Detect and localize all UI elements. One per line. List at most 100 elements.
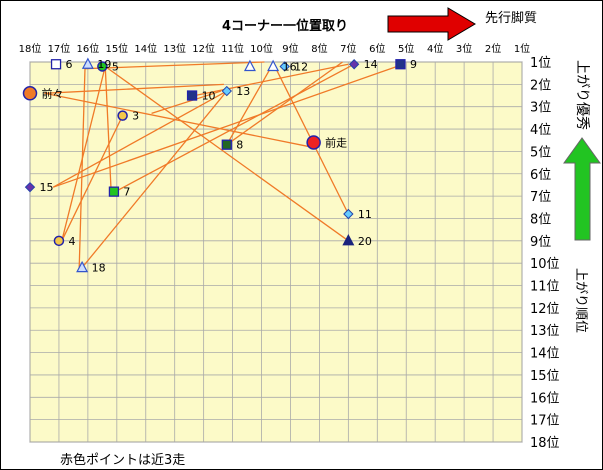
point-marker [117,110,128,121]
x-tick-label: 9位 [282,42,298,55]
plot-area [29,61,523,443]
x-tick-label: 1位 [514,42,530,55]
point-11: 11 [343,208,372,221]
point-前々: 前々 [22,86,64,101]
point-marker [395,59,406,70]
right-upper-label: 上がり優秀 [574,60,590,130]
y-tick-label: 17位 [530,414,560,429]
x-tick-label: 14位 [134,42,157,55]
y-tick-label: 4位 [530,123,551,138]
point-label: 14 [364,58,378,71]
y-tick-label: 18位 [530,436,560,451]
y-tick-label: 14位 [530,347,560,362]
point-label: 4 [68,235,75,248]
red-arrow-icon [387,7,476,41]
grid [29,61,523,443]
point-label: 前々 [42,86,64,100]
point-marker [76,260,89,273]
point-12: 12 [279,60,308,73]
y-tick-label: 2位 [530,78,551,93]
point-label: 前走 [325,135,347,149]
connection-line [44,92,311,148]
x-tick-label: 18位 [19,42,42,55]
x-tick-label: 15位 [105,42,128,55]
point-7: 7 [108,186,130,199]
point-marker [81,57,94,69]
point-marker [279,61,290,72]
y-tick-label: 15位 [530,369,560,384]
y-tick-label: 7位 [530,190,551,205]
connection-line [151,90,222,115]
connection-line [84,61,265,70]
point-unlabeled [243,59,256,72]
point-前走: 前走 [306,135,347,150]
y-tick-labels: 1位 2位 3位 4位 5位 6位 7位 8位 9位 10位 11位 12位 13位 14位 15位 16位 1… [530,56,560,451]
x-tick-label: 2位 [485,42,501,55]
y-tick-label: 3位 [530,101,551,116]
point-label: 11 [358,208,372,221]
connection-lines [44,61,404,269]
point-marker [97,61,108,72]
x-tick-label: 7位 [340,42,356,55]
point-marker [243,59,256,72]
point-3: 3 [117,110,139,123]
x-tick-label: 11位 [221,42,244,55]
point-8: 8 [221,139,243,152]
connection-line [81,90,228,269]
point-marker [306,135,321,150]
connection-line [61,115,124,242]
top-right-label: 先行脚質 [485,10,537,26]
footer-note: 赤色ポイントは近3走 [60,452,185,468]
point-label: 19 [97,58,111,71]
chart-title: 4コーナー一位置取り [222,18,348,34]
x-tick-label: 5位 [398,42,414,55]
y-tick-label: 9位 [530,235,551,250]
point-label: 15 [40,181,54,194]
point-13: 13 [221,85,250,98]
connection-line [61,66,106,241]
point-14: 14 [348,58,378,71]
point-marker [186,90,198,101]
connection-line [194,63,349,97]
point-marker [22,86,38,101]
connection-line [104,66,112,190]
point-label: 18 [92,262,106,275]
point-label: 13 [236,85,250,98]
x-tick-label: 16位 [77,42,100,55]
point-label: 6 [66,58,73,71]
x-tick-label: 10位 [250,42,273,55]
point-6: 6 [50,58,73,71]
data-points: 前走 前々 3 4 5 6 7 8 9 10 11 12 13 14 15 16 18 19 20 [22,57,417,275]
connection-line [44,83,224,94]
x-tick-label: 4位 [427,42,443,55]
point-marker [50,59,62,70]
point-label: 9 [410,58,417,71]
x-tick-label: 8位 [311,42,327,55]
point-9: 9 [395,58,417,71]
point-marker [343,208,354,220]
x-tick-label: 6位 [369,42,385,55]
point-marker [108,186,120,197]
y-tick-label: 12位 [530,302,560,317]
connection-line [52,63,404,188]
point-16: 16 [267,59,297,73]
point-marker [348,59,360,70]
point-18: 18 [76,260,106,275]
connection-line [78,68,86,268]
point-label: 16 [283,60,297,73]
x-tick-label: 12位 [192,42,215,55]
x-tick-label: 13位 [163,42,186,55]
connection-line [52,90,228,188]
point-15: 15 [24,181,54,194]
green-arrow-icon [563,137,601,241]
point-label: 7 [123,186,130,199]
right-lower-label: 上がり順位 [573,268,588,333]
point-label: 5 [112,60,119,73]
point-label: 10 [202,90,216,103]
point-10: 10 [186,90,216,103]
point-label: 8 [236,139,243,152]
x-tick-label: 17位 [48,42,71,55]
x-tick-label: 3位 [456,42,472,55]
point-label: 3 [132,110,139,123]
